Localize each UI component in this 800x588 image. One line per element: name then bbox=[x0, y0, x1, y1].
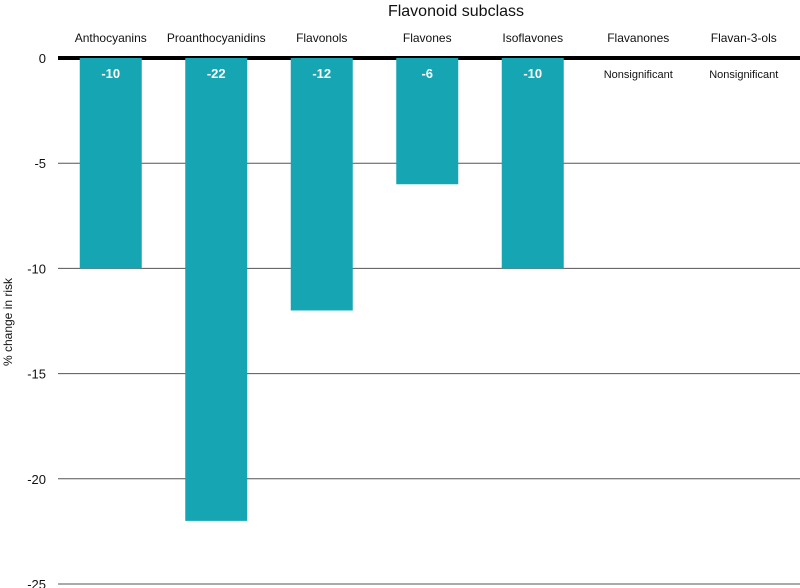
y-axis-label: % change in risk bbox=[1, 277, 15, 366]
y-tick-label: -25 bbox=[27, 577, 46, 588]
y-tick-label: -20 bbox=[27, 472, 46, 487]
data-label: -12 bbox=[312, 66, 331, 81]
bars bbox=[79, 58, 564, 521]
data-label: -10 bbox=[101, 66, 120, 81]
data-label: -10 bbox=[523, 66, 542, 81]
bar bbox=[290, 58, 353, 311]
bar bbox=[79, 58, 142, 269]
data-label: -6 bbox=[421, 66, 433, 81]
bar bbox=[185, 58, 248, 521]
y-axis-ticks: 0 -5 -10 -15 -20 -25 bbox=[27, 51, 46, 588]
category-label: Isoflavones bbox=[502, 31, 563, 45]
data-labels: -10 -22 -12 -6 -10 Nonsignificant Nonsignifica… bbox=[101, 66, 778, 81]
y-tick-label: -15 bbox=[27, 367, 46, 382]
category-label: Flavan-3-ols bbox=[711, 31, 777, 45]
category-labels: Anthocyanins Proanthocyanidins Flavonols Fl… bbox=[75, 31, 777, 45]
y-tick-label: 0 bbox=[39, 51, 46, 66]
data-label: Nonsignificant bbox=[604, 69, 673, 81]
category-label: Proanthocyanidins bbox=[167, 31, 266, 45]
data-label: -22 bbox=[207, 66, 226, 81]
chart-title: Flavonoid subclass bbox=[388, 3, 524, 20]
bar bbox=[396, 58, 459, 185]
category-label: Flavanones bbox=[607, 31, 669, 45]
category-label: Anthocyanins bbox=[75, 31, 147, 45]
y-tick-label: -5 bbox=[34, 156, 46, 171]
category-label: Flavonols bbox=[296, 31, 347, 45]
data-label: Nonsignificant bbox=[709, 69, 778, 81]
category-label: Flavones bbox=[403, 31, 452, 45]
y-tick-label: -10 bbox=[27, 261, 46, 276]
bar bbox=[501, 58, 564, 269]
